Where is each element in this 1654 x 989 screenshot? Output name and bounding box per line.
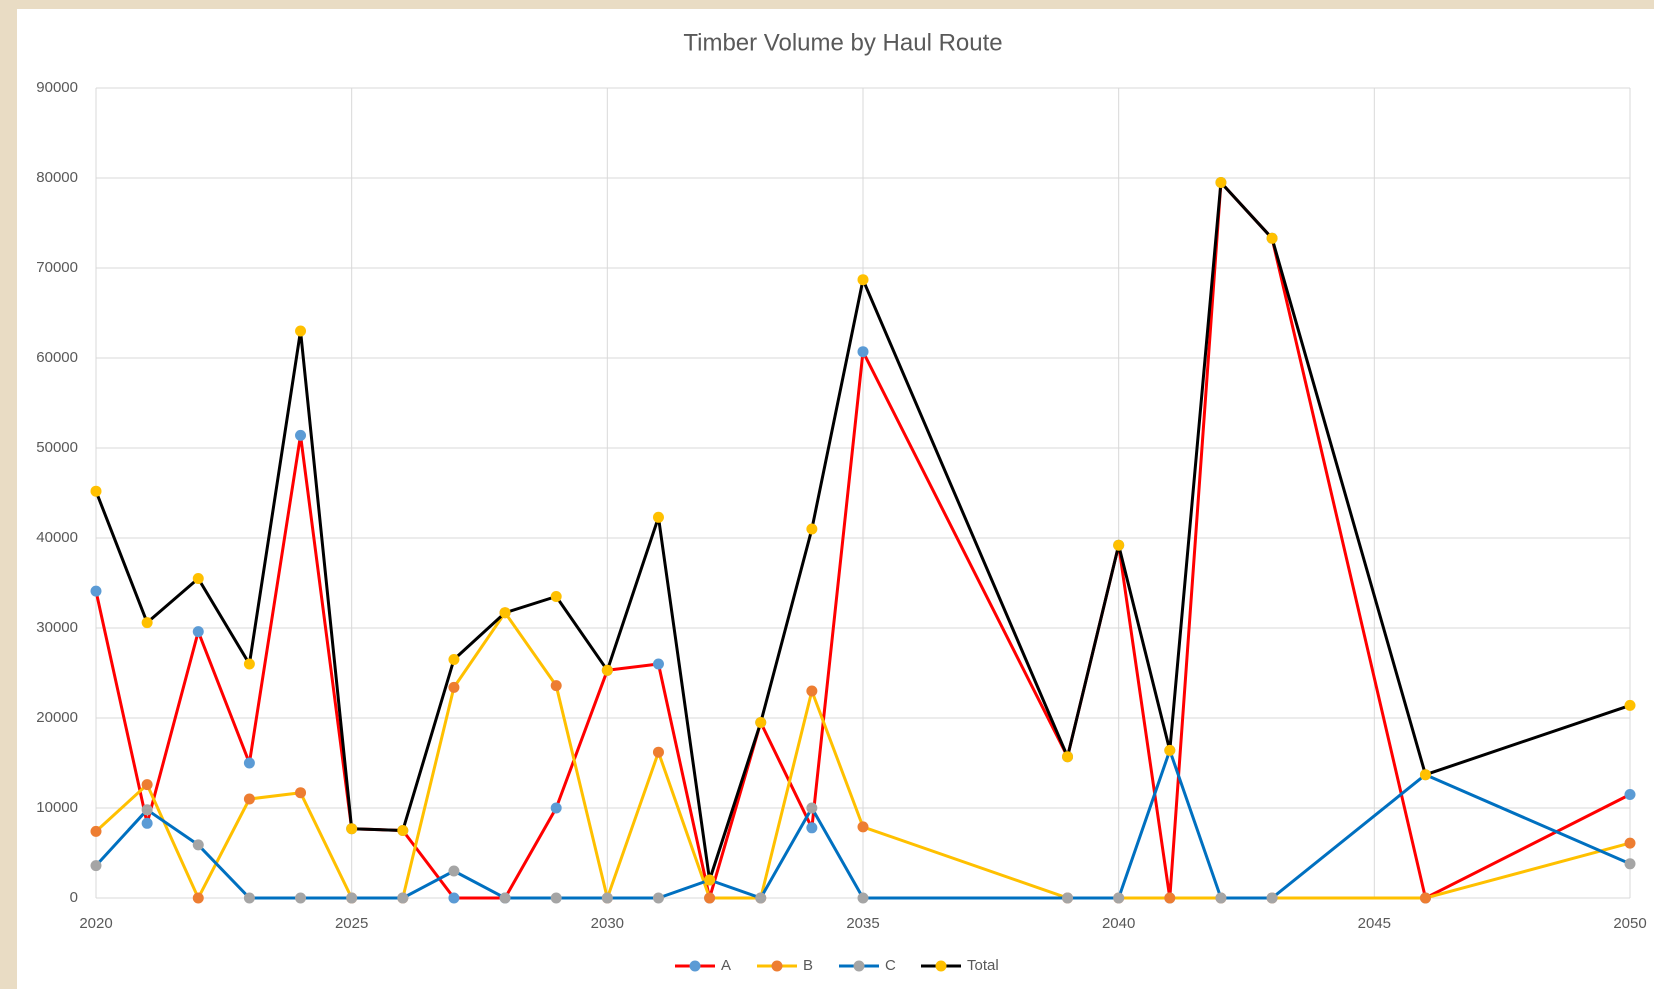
legend-label: A xyxy=(721,957,731,974)
chart-area xyxy=(17,9,1654,989)
point xyxy=(1164,893,1175,904)
point xyxy=(1625,838,1636,849)
point xyxy=(806,803,817,814)
y-tick-label: 60000 xyxy=(36,349,78,366)
point xyxy=(806,822,817,833)
point xyxy=(91,486,102,497)
point xyxy=(142,779,153,790)
point xyxy=(858,346,869,357)
y-tick-label: 70000 xyxy=(36,259,78,276)
point xyxy=(193,573,204,584)
point xyxy=(142,818,153,829)
point xyxy=(653,512,664,523)
point xyxy=(448,682,459,693)
point xyxy=(1113,893,1124,904)
point xyxy=(551,893,562,904)
point xyxy=(551,680,562,691)
y-tick-label: 50000 xyxy=(36,439,78,456)
point xyxy=(1215,177,1226,188)
point xyxy=(704,893,715,904)
point xyxy=(295,893,306,904)
point xyxy=(142,804,153,815)
point xyxy=(551,803,562,814)
point xyxy=(448,866,459,877)
point xyxy=(295,787,306,798)
point xyxy=(858,821,869,832)
point xyxy=(755,717,766,728)
y-tick-label: 30000 xyxy=(36,619,78,636)
point xyxy=(755,893,766,904)
x-tick-label: 2025 xyxy=(335,915,368,932)
point xyxy=(1267,893,1278,904)
y-tick-label: 90000 xyxy=(36,79,78,96)
point xyxy=(91,826,102,837)
point xyxy=(1625,700,1636,711)
point xyxy=(806,524,817,535)
legend-marker xyxy=(854,961,865,972)
legend-marker xyxy=(772,961,783,972)
point xyxy=(295,326,306,337)
x-tick-label: 2020 xyxy=(79,915,112,932)
legend-marker xyxy=(936,961,947,972)
y-tick-label: 20000 xyxy=(36,709,78,726)
x-tick-label: 2050 xyxy=(1613,915,1646,932)
x-tick-label: 2035 xyxy=(846,915,879,932)
point xyxy=(448,893,459,904)
point xyxy=(1215,893,1226,904)
point xyxy=(858,893,869,904)
legend-label: C xyxy=(885,957,896,974)
point xyxy=(551,591,562,602)
point xyxy=(295,430,306,441)
point xyxy=(858,274,869,285)
point xyxy=(1420,769,1431,780)
chart-title: Timber Volume by Haul Route xyxy=(683,29,1002,56)
y-tick-label: 40000 xyxy=(36,529,78,546)
point xyxy=(653,747,664,758)
point xyxy=(142,617,153,628)
point xyxy=(1062,751,1073,762)
x-tick-label: 2040 xyxy=(1102,915,1135,932)
point xyxy=(602,665,613,676)
point xyxy=(193,626,204,637)
point xyxy=(500,893,511,904)
point xyxy=(1267,233,1278,244)
legend-label: B xyxy=(803,957,813,974)
point xyxy=(244,758,255,769)
point xyxy=(653,893,664,904)
point xyxy=(1625,789,1636,800)
point xyxy=(1625,858,1636,869)
point xyxy=(346,823,357,834)
point xyxy=(500,607,511,618)
legend-marker xyxy=(690,961,701,972)
legend-label: Total xyxy=(967,957,999,974)
y-tick-label: 10000 xyxy=(36,799,78,816)
point xyxy=(91,860,102,871)
point xyxy=(1062,893,1073,904)
point xyxy=(1164,745,1175,756)
point xyxy=(397,893,408,904)
point xyxy=(1113,540,1124,551)
point xyxy=(602,893,613,904)
point xyxy=(653,659,664,670)
point xyxy=(346,893,357,904)
point xyxy=(244,659,255,670)
point xyxy=(704,875,715,886)
point xyxy=(806,686,817,697)
page: Timber Volume by Haul Route 0 10000 20000 3… xyxy=(0,0,1654,989)
point xyxy=(244,794,255,805)
point xyxy=(193,893,204,904)
y-tick-label: 0 xyxy=(70,889,78,906)
point xyxy=(193,839,204,850)
chart: Timber Volume by Haul Route 0 10000 20000 3… xyxy=(0,0,1654,989)
point xyxy=(397,825,408,836)
point xyxy=(1420,893,1431,904)
x-tick-label: 2045 xyxy=(1358,915,1391,932)
point xyxy=(448,654,459,665)
point xyxy=(91,586,102,597)
x-tick-label: 2030 xyxy=(591,915,624,932)
point xyxy=(244,893,255,904)
y-tick-label: 80000 xyxy=(36,169,78,186)
